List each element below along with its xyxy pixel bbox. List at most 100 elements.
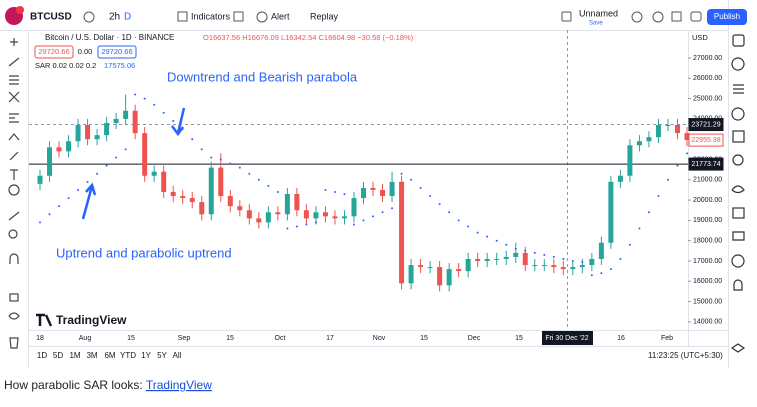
icon[interactable] <box>652 11 664 23</box>
interval[interactable]: 2h <box>109 12 120 23</box>
chart-layer: 27000.0026000.0025000.0024000.0023000.00… <box>29 55 724 342</box>
side-icon[interactable] <box>732 231 745 241</box>
tool-icon[interactable] <box>8 229 18 239</box>
currency[interactable]: USD <box>692 33 708 42</box>
layouts-icon[interactable] <box>233 11 244 22</box>
tool-icon[interactable] <box>9 113 19 123</box>
side-icon[interactable] <box>730 343 746 353</box>
sar-dot <box>448 211 451 214</box>
side-icon[interactable] <box>733 84 744 94</box>
candle-body <box>560 267 566 270</box>
tool-icon[interactable] <box>8 184 20 196</box>
side-icon[interactable] <box>731 107 745 121</box>
price-label: 17000.00 <box>693 258 722 265</box>
tool-icon[interactable] <box>9 75 19 85</box>
period-button[interactable]: 5D <box>53 351 63 360</box>
side-icon[interactable] <box>733 279 743 291</box>
sar-dot <box>457 219 460 222</box>
tool-icon[interactable] <box>8 57 20 67</box>
publish-label[interactable]: Publish <box>714 12 740 21</box>
interval-active[interactable]: D <box>124 12 131 23</box>
candle-body <box>541 265 547 267</box>
tool-icon[interactable] <box>8 312 20 320</box>
candle-body <box>655 124 661 138</box>
replay-button[interactable]: Replay <box>310 11 339 21</box>
icon[interactable] <box>690 11 702 22</box>
time-label: Feb <box>661 335 673 342</box>
tool-icon[interactable] <box>9 253 19 264</box>
icon[interactable] <box>631 11 643 23</box>
save-label[interactable]: Save <box>589 21 603 27</box>
indicators-button[interactable]: Indicators <box>191 11 231 21</box>
caption-link[interactable]: TradingView <box>146 378 212 392</box>
symbol[interactable]: BTCUSD <box>30 12 72 23</box>
buy-box[interactable] <box>97 45 137 59</box>
side-icon[interactable] <box>732 207 745 219</box>
period-button[interactable]: 1D <box>37 351 47 360</box>
period-button[interactable]: 1Y <box>141 351 151 360</box>
tool-icon[interactable] <box>9 337 19 349</box>
buy-price[interactable]: 29720.66 <box>101 47 132 56</box>
watermark: TradingView <box>56 313 127 327</box>
sar-dot <box>571 259 574 262</box>
time-label: Dec <box>468 335 481 342</box>
tool-icon[interactable] <box>10 169 18 180</box>
candle-body <box>142 133 148 176</box>
sar-dot <box>619 257 622 260</box>
tool-icon[interactable] <box>8 133 20 141</box>
tool-icon[interactable] <box>10 38 18 46</box>
layout-name[interactable]: Unnamed <box>579 8 618 18</box>
candle-body <box>484 258 490 261</box>
period-button[interactable]: All <box>173 351 182 360</box>
price-label: 16000.00 <box>693 278 722 285</box>
sell-box[interactable] <box>34 45 74 59</box>
candle-body <box>617 175 623 182</box>
side-icon[interactable] <box>731 57 745 71</box>
sar-dot <box>686 152 688 155</box>
candle-body <box>180 196 186 199</box>
period-button[interactable]: 5Y <box>157 351 167 360</box>
indicator-name[interactable]: SAR 0.02 0.02 0.2 <box>35 61 96 70</box>
tool-icon[interactable] <box>8 91 20 103</box>
candle-body <box>341 216 347 219</box>
candle-body <box>437 267 443 286</box>
time-label: 16 <box>617 335 625 342</box>
candle-body <box>284 194 290 215</box>
icon[interactable] <box>671 11 682 22</box>
sar-dot <box>314 221 317 224</box>
legend-ohlc: O16637.56 H16676.09 L16342.54 C16604.98 … <box>203 33 414 42</box>
sar-dot <box>419 186 422 189</box>
sar-dot <box>39 221 41 224</box>
publish-button[interactable] <box>707 9 747 25</box>
side-icon[interactable] <box>731 254 745 268</box>
tool-icon[interactable] <box>8 211 20 221</box>
side-icon[interactable] <box>732 34 745 47</box>
candle-body <box>494 258 500 260</box>
alert-button[interactable]: Alert <box>271 11 290 21</box>
side-icon[interactable] <box>732 130 745 143</box>
time-label: 15 <box>515 335 523 342</box>
candle-body <box>522 252 528 266</box>
candle-body <box>265 212 271 223</box>
period-button[interactable]: YTD <box>120 351 136 360</box>
price-label: 20000.00 <box>693 197 722 204</box>
sell-price[interactable]: 29720.66 <box>38 47 69 56</box>
candle-body <box>551 265 557 268</box>
candle-body <box>313 212 319 219</box>
add-icon[interactable] <box>83 11 95 23</box>
sar-dot <box>238 166 241 169</box>
period-button[interactable]: 1M <box>69 351 80 360</box>
app-frame <box>0 0 757 372</box>
sar-dot <box>533 251 536 254</box>
side-icon[interactable] <box>731 185 745 194</box>
tool-icon[interactable] <box>9 151 19 161</box>
period-button[interactable]: 3M <box>86 351 97 360</box>
tool-icon[interactable] <box>9 293 19 302</box>
price-label: 14000.00 <box>693 319 722 326</box>
side-icon[interactable] <box>732 154 744 166</box>
sar-dot <box>467 225 470 228</box>
layout-icon[interactable] <box>561 11 572 22</box>
period-button[interactable]: 6M <box>104 351 115 360</box>
candle-body <box>237 206 243 211</box>
